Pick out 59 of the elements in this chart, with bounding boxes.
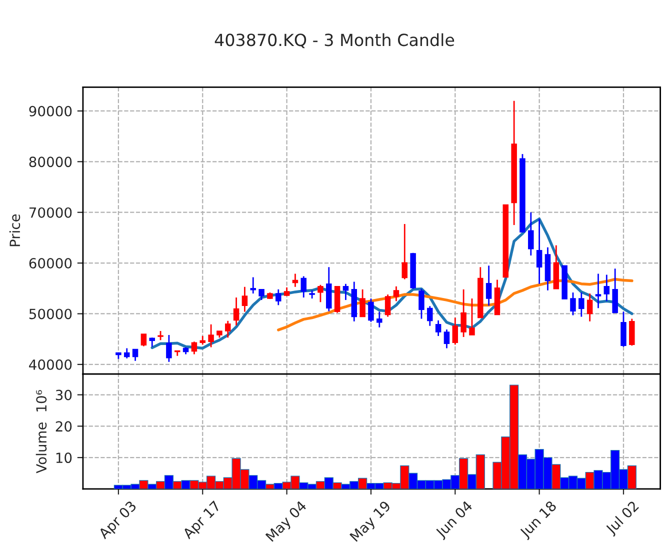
x-tick-label: Apr 17 (182, 500, 223, 542)
chart-title: 403870.KQ - 3 Month Candle (214, 33, 454, 48)
candlestick (191, 340, 198, 355)
candlestick (486, 264, 492, 306)
candlestick (402, 223, 408, 280)
y-tick-label: 50000 (29, 308, 72, 320)
y-tick-label: 90000 (29, 106, 72, 116)
candlestick (132, 348, 138, 362)
candlestick (342, 283, 349, 301)
candlestick (158, 330, 164, 341)
candlestick (140, 333, 147, 347)
x-tick-label: Jun 04 (434, 500, 475, 540)
candlestick (276, 288, 282, 306)
candlestick (376, 311, 382, 328)
candlestick (444, 328, 450, 349)
y-axis-title: Price (9, 214, 20, 246)
candlestick (292, 273, 298, 288)
candlestick (629, 318, 635, 346)
x-tick-label: Apr 03 (98, 500, 139, 542)
candlestick (224, 320, 231, 338)
candlestick (300, 276, 307, 298)
candlestick (418, 288, 424, 320)
candlestick (149, 336, 155, 348)
x-tick-label: Jun 18 (518, 500, 559, 540)
candlestick (570, 292, 576, 316)
candlestick (620, 311, 626, 348)
candlestick (384, 294, 391, 318)
x-tick-label: Jul 02 (604, 500, 641, 537)
y-tick-label: 20 (56, 421, 72, 432)
candlestick (368, 298, 374, 323)
candlestick (318, 284, 324, 303)
candlestick (604, 274, 610, 302)
y-tick-label: 70000 (29, 207, 72, 218)
candlestick (208, 324, 214, 348)
candlestick (536, 218, 542, 285)
candlestick (258, 288, 264, 301)
candlestick (233, 296, 240, 326)
y-tick-label: 30 (56, 390, 72, 400)
candlestick (528, 212, 534, 256)
candlestick (612, 268, 618, 314)
candlestick (435, 320, 442, 337)
candlestick (242, 286, 248, 312)
candlestick (124, 348, 130, 360)
candlestick (393, 286, 400, 302)
candlestick (469, 298, 475, 336)
candlestick (452, 317, 458, 346)
candlestick (586, 292, 593, 322)
candlestick (360, 288, 366, 318)
candlestick (166, 334, 172, 363)
y-tick-label: 10 (56, 452, 72, 464)
y-tick-label: 40000 (29, 359, 72, 370)
y-axis-title: Volume 10⁶ (36, 390, 47, 474)
candlestick (595, 273, 602, 309)
y-tick-label: 80000 (29, 156, 72, 168)
candlestick (427, 305, 433, 327)
candlestick (578, 292, 584, 318)
candlestick (460, 288, 466, 338)
y-tick-label: 60000 (29, 258, 72, 269)
candlestick (250, 276, 256, 294)
